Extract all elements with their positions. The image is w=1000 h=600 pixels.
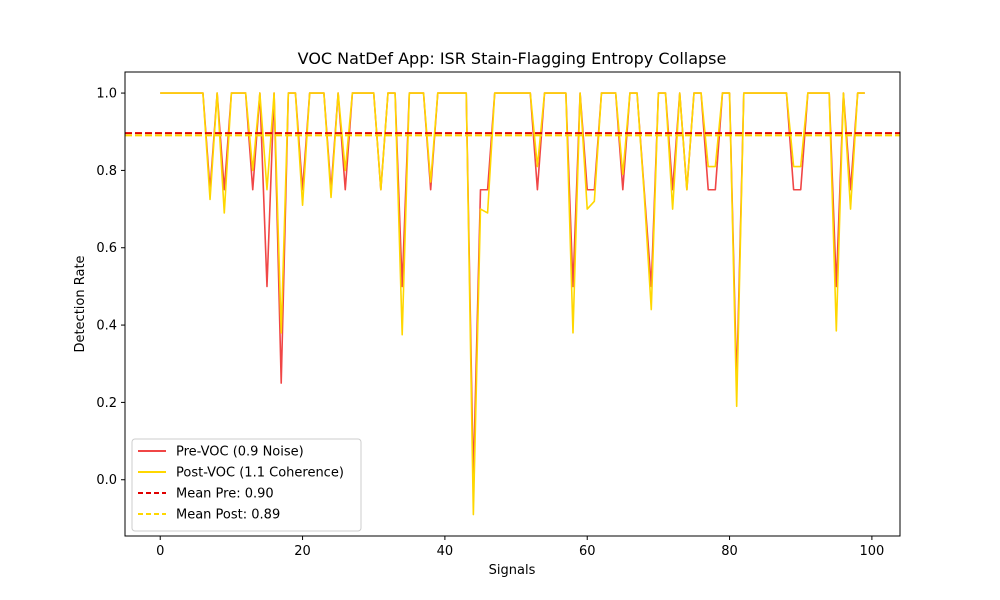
y-axis: 0.0 0.2 0.4 0.6 0.8 1.0 (96, 87, 125, 488)
x-tick-label: 0 (156, 544, 164, 559)
x-tick-label: 80 (721, 544, 738, 559)
x-axis-label: Signals (489, 563, 536, 578)
x-axis: 0 20 40 60 80 100 (156, 536, 884, 559)
legend-box (131, 438, 362, 532)
x-tick-label: 60 (579, 544, 596, 559)
plot-area-frame (124, 71, 901, 537)
y-axis-label: Detection Rate (73, 255, 88, 352)
legend-label: Pre-VOC (0.9 Noise) (176, 445, 304, 460)
legend: Pre-VOC (0.9 Noise) Post-VOC (1.1 Coheren… (131, 438, 362, 532)
legend-label: Post-VOC (1.1 Coherence) (176, 466, 344, 481)
legend-label: Mean Pre: 0.90 (176, 487, 274, 502)
y-tick-label: 0.8 (96, 164, 117, 179)
y-tick-label: 0.2 (96, 396, 117, 411)
x-tick-label: 100 (859, 544, 884, 559)
x-tick-label: 40 (437, 544, 454, 559)
legend-label: Mean Post: 0.89 (176, 508, 280, 523)
chart-title: VOC NatDef App: ISR Stain-Flagging Entro… (298, 49, 727, 68)
y-tick-label: 0.4 (96, 319, 117, 334)
series-layer (125, 92, 900, 516)
x-tick-label: 20 (294, 544, 311, 559)
y-tick-label: 0.0 (96, 473, 117, 488)
y-tick-label: 1.0 (96, 87, 117, 102)
series-line-1 (160, 92, 865, 516)
y-tick-label: 0.6 (96, 241, 117, 256)
